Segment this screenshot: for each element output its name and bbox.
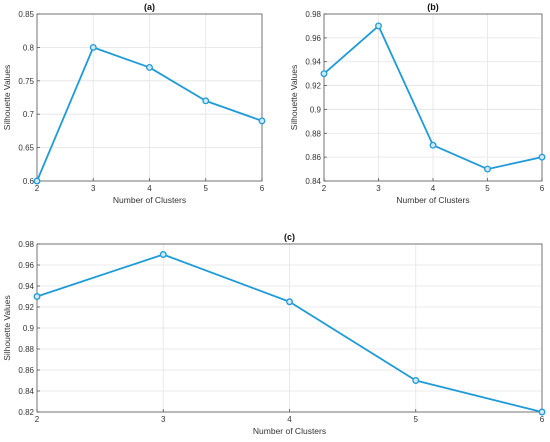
chart-0-y-tick-label-1: 0.65 bbox=[18, 144, 34, 153]
chart-2-data-point-2 bbox=[286, 298, 293, 306]
chart-1-data-point-1 bbox=[375, 22, 382, 30]
chart-1-x-tick-label-2: 4 bbox=[431, 184, 436, 193]
chart-2-data-point-0 bbox=[33, 293, 41, 300]
chart-2-x-tick-label-3: 5 bbox=[414, 415, 419, 424]
chart-0-y-tick-label-0: 0.6 bbox=[23, 177, 35, 186]
chart-2-y-tick-label-4: 0.9 bbox=[23, 324, 35, 333]
chart-1-y-tick-label-2: 0.88 bbox=[305, 129, 321, 138]
chart-1-y-tick-label-6: 0.96 bbox=[305, 34, 321, 43]
chart-0-data-point-0 bbox=[33, 177, 41, 185]
chart-1-data-point-4 bbox=[538, 153, 546, 161]
chart-0-data-point-1 bbox=[89, 43, 97, 51]
chart-2-y-tick-label-8: 0.98 bbox=[18, 240, 34, 249]
chart-0: 2 3 4 5 6 0.6 0.65 0.7 0.75 0.8 0.85 (a) Number of C… bbox=[2, 2, 266, 205]
chart-2-y-tick-label-5: 0.92 bbox=[18, 303, 34, 312]
chart-0-x-axis-label: Number of Clusters bbox=[113, 195, 186, 205]
chart-2-x-tick-label-4: 6 bbox=[540, 415, 545, 424]
chart-0-y-tick-label-5: 0.85 bbox=[18, 10, 34, 19]
chart-2-x-tick-label-2: 4 bbox=[287, 415, 292, 424]
chart-0-data-point-3 bbox=[202, 97, 210, 105]
chart-1-x-tick-label-0: 2 bbox=[322, 184, 327, 193]
chart-2-data-point-4 bbox=[538, 408, 546, 416]
chart-2-x-tick-label-1: 3 bbox=[161, 415, 166, 424]
chart-0-y-axis-label: Silhouette Values bbox=[2, 65, 12, 131]
chart-1-x-axis-label: Number of Clusters bbox=[396, 195, 469, 205]
chart-0-y-tick-label-3: 0.75 bbox=[18, 77, 34, 86]
chart-1-x-tick-label-4: 6 bbox=[540, 184, 545, 193]
chart-2-x-axis-label: Number of Clusters bbox=[253, 426, 326, 436]
chart-1-y-tick-label-7: 0.98 bbox=[305, 10, 321, 19]
chart-2-title: (c) bbox=[284, 232, 295, 242]
chart-1: 2 3 4 5 6 0.84 0.86 0.88 0.9 0.92 0.94 0.96 0.98 (b) N… bbox=[289, 2, 546, 205]
chart-0-x-tick-label-2: 4 bbox=[147, 184, 152, 193]
chart-1-data-point-2 bbox=[429, 141, 437, 149]
chart-1-title: (b) bbox=[427, 2, 439, 12]
chart-2-data-point-1 bbox=[159, 251, 167, 258]
chart-2-y-tick-label-7: 0.96 bbox=[18, 261, 34, 270]
chart-0-x-tick-label-0: 2 bbox=[35, 184, 40, 193]
chart-0-data-point-2 bbox=[146, 63, 153, 71]
chart-1-data-point-0 bbox=[320, 70, 328, 78]
chart-1-y-tick-label-1: 0.86 bbox=[305, 153, 321, 162]
chart-1-y-tick-label-0: 0.84 bbox=[305, 177, 321, 186]
chart-2-y-axis-label: Silhouette Values bbox=[2, 295, 12, 361]
chart-0-y-tick-label-4: 0.8 bbox=[23, 43, 35, 52]
chart-1-y-tick-label-5: 0.94 bbox=[305, 58, 321, 67]
chart-0-data-point-4 bbox=[258, 117, 266, 125]
chart-0-title: (a) bbox=[144, 2, 155, 12]
chart-2-y-tick-label-2: 0.86 bbox=[18, 366, 34, 375]
chart-1-data-point-3 bbox=[484, 165, 491, 173]
chart-2-y-tick-label-6: 0.94 bbox=[18, 282, 34, 291]
chart-0-y-tick-label-2: 0.7 bbox=[23, 110, 35, 119]
chart-0-x-tick-label-4: 6 bbox=[260, 184, 265, 193]
chart-1-x-tick-label-1: 3 bbox=[376, 184, 381, 193]
chart-0-x-tick-label-1: 3 bbox=[91, 184, 96, 193]
chart-2-x-tick-label-0: 2 bbox=[35, 415, 40, 424]
chart-1-y-tick-label-4: 0.92 bbox=[305, 82, 321, 91]
chart-2-data-point-3 bbox=[412, 377, 420, 384]
chart-1-y-axis-label: Silhouette Values bbox=[289, 65, 299, 131]
chart-1-x-tick-label-3: 5 bbox=[485, 184, 490, 193]
chart-0-x-tick-label-3: 5 bbox=[204, 184, 209, 193]
chart-2: 2 3 4 5 6 0.82 0.84 0.86 0.88 0.9 0.92 0.94 0.96 0.98… bbox=[2, 232, 546, 436]
chart-2-y-tick-label-1: 0.84 bbox=[18, 387, 34, 396]
chart-1-y-tick-label-3: 0.9 bbox=[310, 105, 322, 114]
chart-2-y-tick-label-3: 0.88 bbox=[18, 345, 34, 354]
chart-2-y-tick-label-0: 0.82 bbox=[18, 408, 34, 417]
